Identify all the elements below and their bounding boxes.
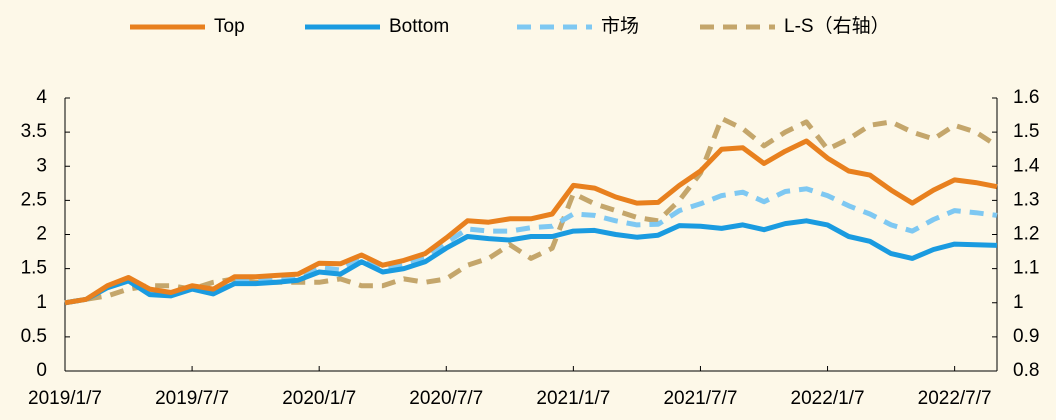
y-tick-label: 3.5 (21, 121, 47, 142)
x-tick-label: 2022/7/7 (918, 388, 992, 409)
y-tick-label: 2 (36, 224, 47, 245)
series-line (64, 116, 999, 306)
y2-tick-label: 1 (1013, 292, 1024, 313)
y2-tick-label: 1.6 (1013, 87, 1039, 108)
y-tick-label: 1.5 (21, 258, 47, 279)
y2-tick-label: 1.5 (1013, 121, 1039, 142)
legend-label: L-S（右轴） (784, 15, 890, 37)
y2-tick-label: 1.2 (1013, 224, 1039, 245)
y2-tick-label: 1.1 (1013, 258, 1039, 279)
series-line (64, 138, 998, 306)
x-tick-label: 2022/1/7 (791, 388, 865, 409)
x-tick-label: 2019/7/7 (155, 388, 229, 409)
legend-label: Bottom (389, 16, 449, 37)
x-tick-label: 2020/1/7 (282, 388, 356, 409)
x-tick-label: 2021/1/7 (536, 388, 610, 409)
y2-tick-label: 1.4 (1013, 155, 1040, 176)
y2-tick-label: 0.9 (1013, 326, 1039, 347)
y2-tick-label: 1.3 (1013, 189, 1039, 210)
y-tick-label: 0.5 (21, 326, 47, 347)
y-tick-label: 2.5 (21, 189, 47, 210)
series-line (64, 218, 998, 306)
y-tick-label: 1 (36, 292, 47, 313)
y2-tick-label: 0.8 (1013, 360, 1039, 381)
y-tick-label: 0 (36, 360, 47, 381)
y-tick-label: 3 (36, 155, 47, 176)
x-tick-label: 2020/7/7 (409, 388, 483, 409)
x-tick-label: 2019/1/7 (28, 388, 102, 409)
y-tick-label: 4 (36, 87, 47, 108)
x-tick-label: 2021/7/7 (663, 388, 737, 409)
legend-label: 市场 (601, 15, 639, 37)
legend-label: Top (214, 16, 245, 37)
